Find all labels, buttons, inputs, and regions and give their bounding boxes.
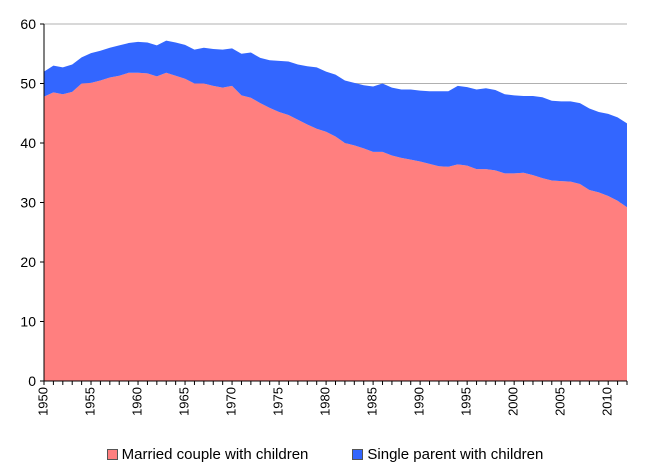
x-tick-label: 2005: [553, 387, 568, 416]
x-tick-label: 1950: [35, 387, 50, 416]
x-tick-label: 1985: [365, 387, 380, 416]
x-tick-label: 1955: [82, 387, 97, 416]
y-tick-label: 0: [28, 373, 36, 389]
x-tick-label: 1975: [271, 387, 286, 416]
y-tick-label: 40: [20, 135, 36, 151]
legend-item-married: Married couple with children: [106, 445, 309, 463]
x-tick-label: 2000: [506, 387, 521, 416]
y-tick-label: 10: [20, 314, 36, 330]
x-tick-label: 1995: [459, 387, 474, 416]
legend-swatch-single: [352, 448, 364, 460]
series-area-married: [44, 72, 627, 381]
x-tick-label: 1990: [412, 387, 427, 416]
legend: Married couple with children Single pare…: [0, 443, 650, 465]
y-tick-label: 50: [20, 76, 36, 92]
x-tick-label: 1965: [176, 387, 191, 416]
series-area-single: [44, 40, 627, 208]
legend-label-single: Single parent with children: [367, 445, 544, 463]
y-tick-label: 60: [20, 16, 36, 32]
series-areas: [44, 40, 627, 381]
x-tick-label: 2010: [600, 387, 615, 416]
x-axis-ticks: 1950 1955 1960 1965 1970 1975 1980 1985 1990 1995…: [35, 381, 628, 416]
x-tick-label: 1980: [318, 387, 333, 416]
y-tick-label: 30: [20, 195, 36, 211]
legend-item-single: Single parent with children: [352, 446, 543, 463]
x-tick-label: 1960: [129, 387, 144, 416]
y-tick-label: 20: [20, 254, 36, 270]
legend-label-married: Married couple with children: [121, 445, 309, 463]
x-tick-label: 1970: [224, 387, 239, 416]
y-axis-ticks: 0 10 20 30 40 50 60: [20, 16, 44, 389]
legend-swatch-married: [106, 448, 118, 460]
